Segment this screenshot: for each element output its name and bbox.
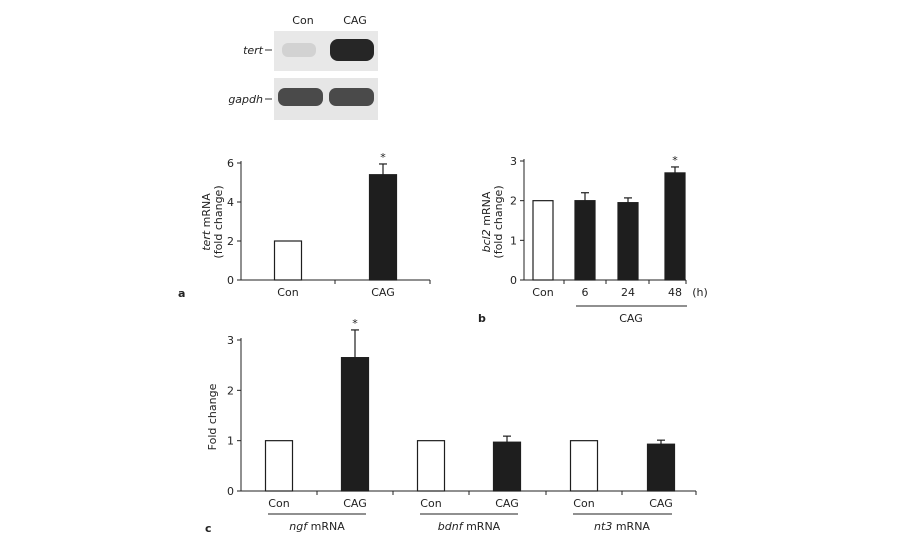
blot-gapdh-band-con — [278, 88, 323, 106]
bar — [264, 440, 294, 492]
y-tick-label: 0 — [227, 274, 234, 287]
y-tick-label: 6 — [227, 157, 234, 170]
y-axis-label: tert mRNA(fold change) — [200, 185, 225, 258]
x-tick-label: CAG — [371, 286, 395, 299]
x-tick-label: Con — [277, 286, 298, 299]
bar — [664, 172, 686, 281]
bar — [617, 202, 639, 281]
significance-star: * — [380, 151, 386, 164]
y-tick-label: 1 — [227, 435, 234, 448]
bar — [569, 440, 599, 492]
significance-star: * — [352, 317, 358, 330]
y-tick-label: 0 — [510, 274, 517, 287]
x-tick-label: 48 — [668, 286, 682, 299]
y-tick-label: 1 — [510, 234, 517, 247]
panel-label-b: b — [478, 312, 486, 325]
x-tick-label: 6 — [582, 286, 589, 299]
y-tick-label: 2 — [510, 195, 517, 208]
x-tick-label: Con — [573, 497, 594, 510]
bar — [532, 200, 554, 281]
bar — [273, 240, 303, 281]
y-tick-label: 3 — [227, 334, 234, 347]
y-tick-label: 4 — [227, 196, 234, 209]
x-tick-label: Con — [268, 497, 289, 510]
panel-label-c: c — [205, 522, 212, 535]
blot: Con CAG tert gapdh — [228, 14, 378, 120]
blot-gapdh-band-cag — [329, 88, 374, 106]
bar — [492, 441, 522, 492]
bar — [368, 174, 398, 281]
blot-lane-con: Con — [292, 14, 313, 27]
x-tick-label: Con — [532, 286, 553, 299]
chart-b: 0 1 2 3 Con 6 24 * 48 bcl2 mRNA(fold change) (h) CA… — [478, 154, 708, 325]
chart-c: 0 1 2 3 Con * CAG Con CAG Con CAG Fold change ngf mR… — [205, 317, 697, 535]
y-tick-label: 0 — [227, 485, 234, 498]
blot-tert-band-cag — [330, 39, 374, 61]
chart-a: 0 2 4 6 Con * CAG tert mRNA(fold change) a — [178, 151, 431, 300]
group-label-bdnf: bdnf mRNA — [438, 520, 501, 533]
bar — [574, 200, 596, 281]
group-label-cag: CAG — [619, 312, 643, 325]
bar — [416, 440, 446, 492]
blot-row-tert: tert — [243, 44, 264, 57]
group-label-ngf: ngf mRNA — [289, 520, 345, 533]
y-axis-label: Fold change — [206, 383, 219, 450]
x-tick-label: 24 — [621, 286, 635, 299]
y-tick-label: 2 — [227, 235, 234, 248]
bar — [340, 357, 370, 492]
group-label-nt3: nt3 mRNA — [594, 520, 650, 533]
x-tick-label: Con — [420, 497, 441, 510]
panel-label-a: a — [178, 287, 185, 300]
blot-tert-band-con — [282, 43, 316, 57]
x-tick-label: CAG — [495, 497, 519, 510]
y-axis-label: bcl2 mRNA(fold change) — [480, 185, 505, 258]
blot-row-gapdh: gapdh — [228, 93, 263, 106]
significance-star: * — [672, 154, 678, 167]
x-tick-label: CAG — [649, 497, 673, 510]
bar — [646, 443, 676, 492]
blot-lane-cag: CAG — [343, 14, 367, 27]
y-tick-label: 2 — [227, 384, 234, 397]
y-tick-label: 3 — [510, 155, 517, 168]
x-tick-label: CAG — [343, 497, 367, 510]
x-unit-label: (h) — [692, 286, 708, 299]
